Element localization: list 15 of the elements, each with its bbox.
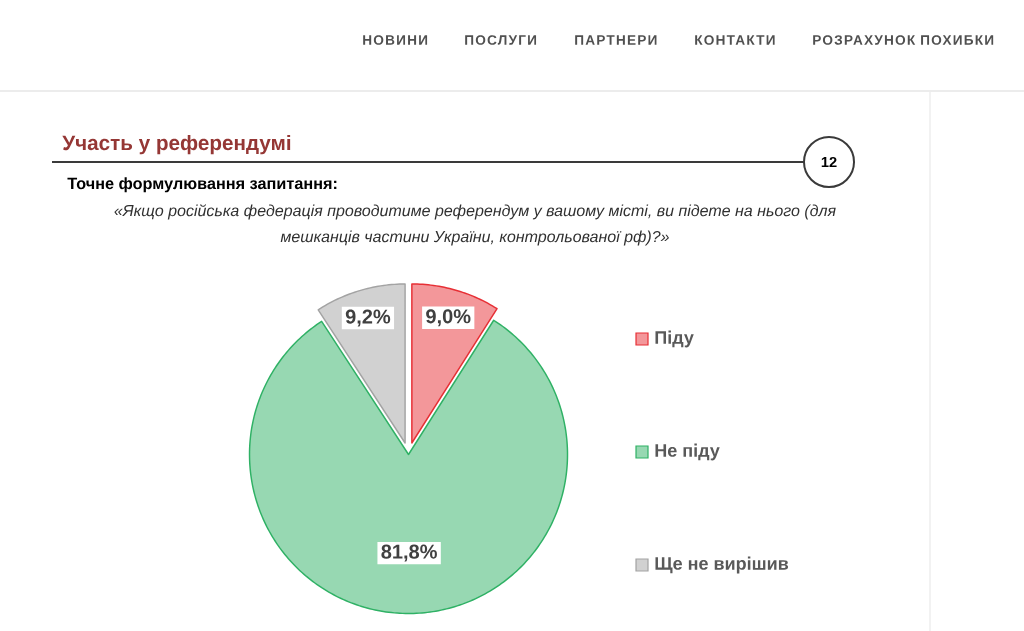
data-label: 9,0% bbox=[426, 309, 471, 327]
text: КОНТАКТИ bbox=[695, 35, 775, 45]
text: ПОСЛУГИ bbox=[465, 35, 537, 45]
text: «Якщо російська федерація проводитиме референдум у вашому місті, ви підете на нього (для мешканців частини України, контрольованої рф)?» bbox=[114, 204, 836, 246]
text: РОЗРАХУНОК ПОХИБКИ bbox=[813, 35, 994, 45]
text: НОВИНИ bbox=[363, 35, 428, 45]
legend-label: Ще не вирішив bbox=[655, 556, 789, 574]
chart-subtitle: Точне формулювання запитання: bbox=[67, 177, 337, 193]
legend-label: Піду bbox=[655, 330, 694, 348]
chart-title: Участь у референдумі bbox=[62, 135, 291, 155]
data-label: 81,8% bbox=[381, 544, 437, 562]
text: ПАРТНЕРИ bbox=[575, 35, 657, 45]
legend-label: Не піду bbox=[655, 443, 720, 461]
text: 12 bbox=[821, 156, 837, 168]
data-label: 9,2% bbox=[345, 309, 391, 327]
